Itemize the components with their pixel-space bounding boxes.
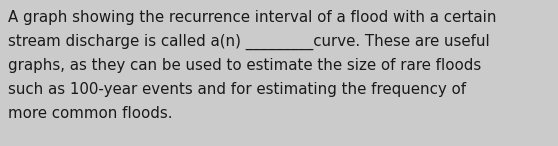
Text: such as 100-year events and for estimating the frequency of: such as 100-year events and for estimati… [8,82,466,97]
Text: graphs, as they can be used to estimate the size of rare floods: graphs, as they can be used to estimate … [8,58,481,73]
Text: stream discharge is called a(n) _________curve. These are useful: stream discharge is called a(n) ________… [8,34,490,50]
Text: more common floods.: more common floods. [8,106,172,121]
Text: A graph showing the recurrence interval of a flood with a certain: A graph showing the recurrence interval … [8,10,497,25]
